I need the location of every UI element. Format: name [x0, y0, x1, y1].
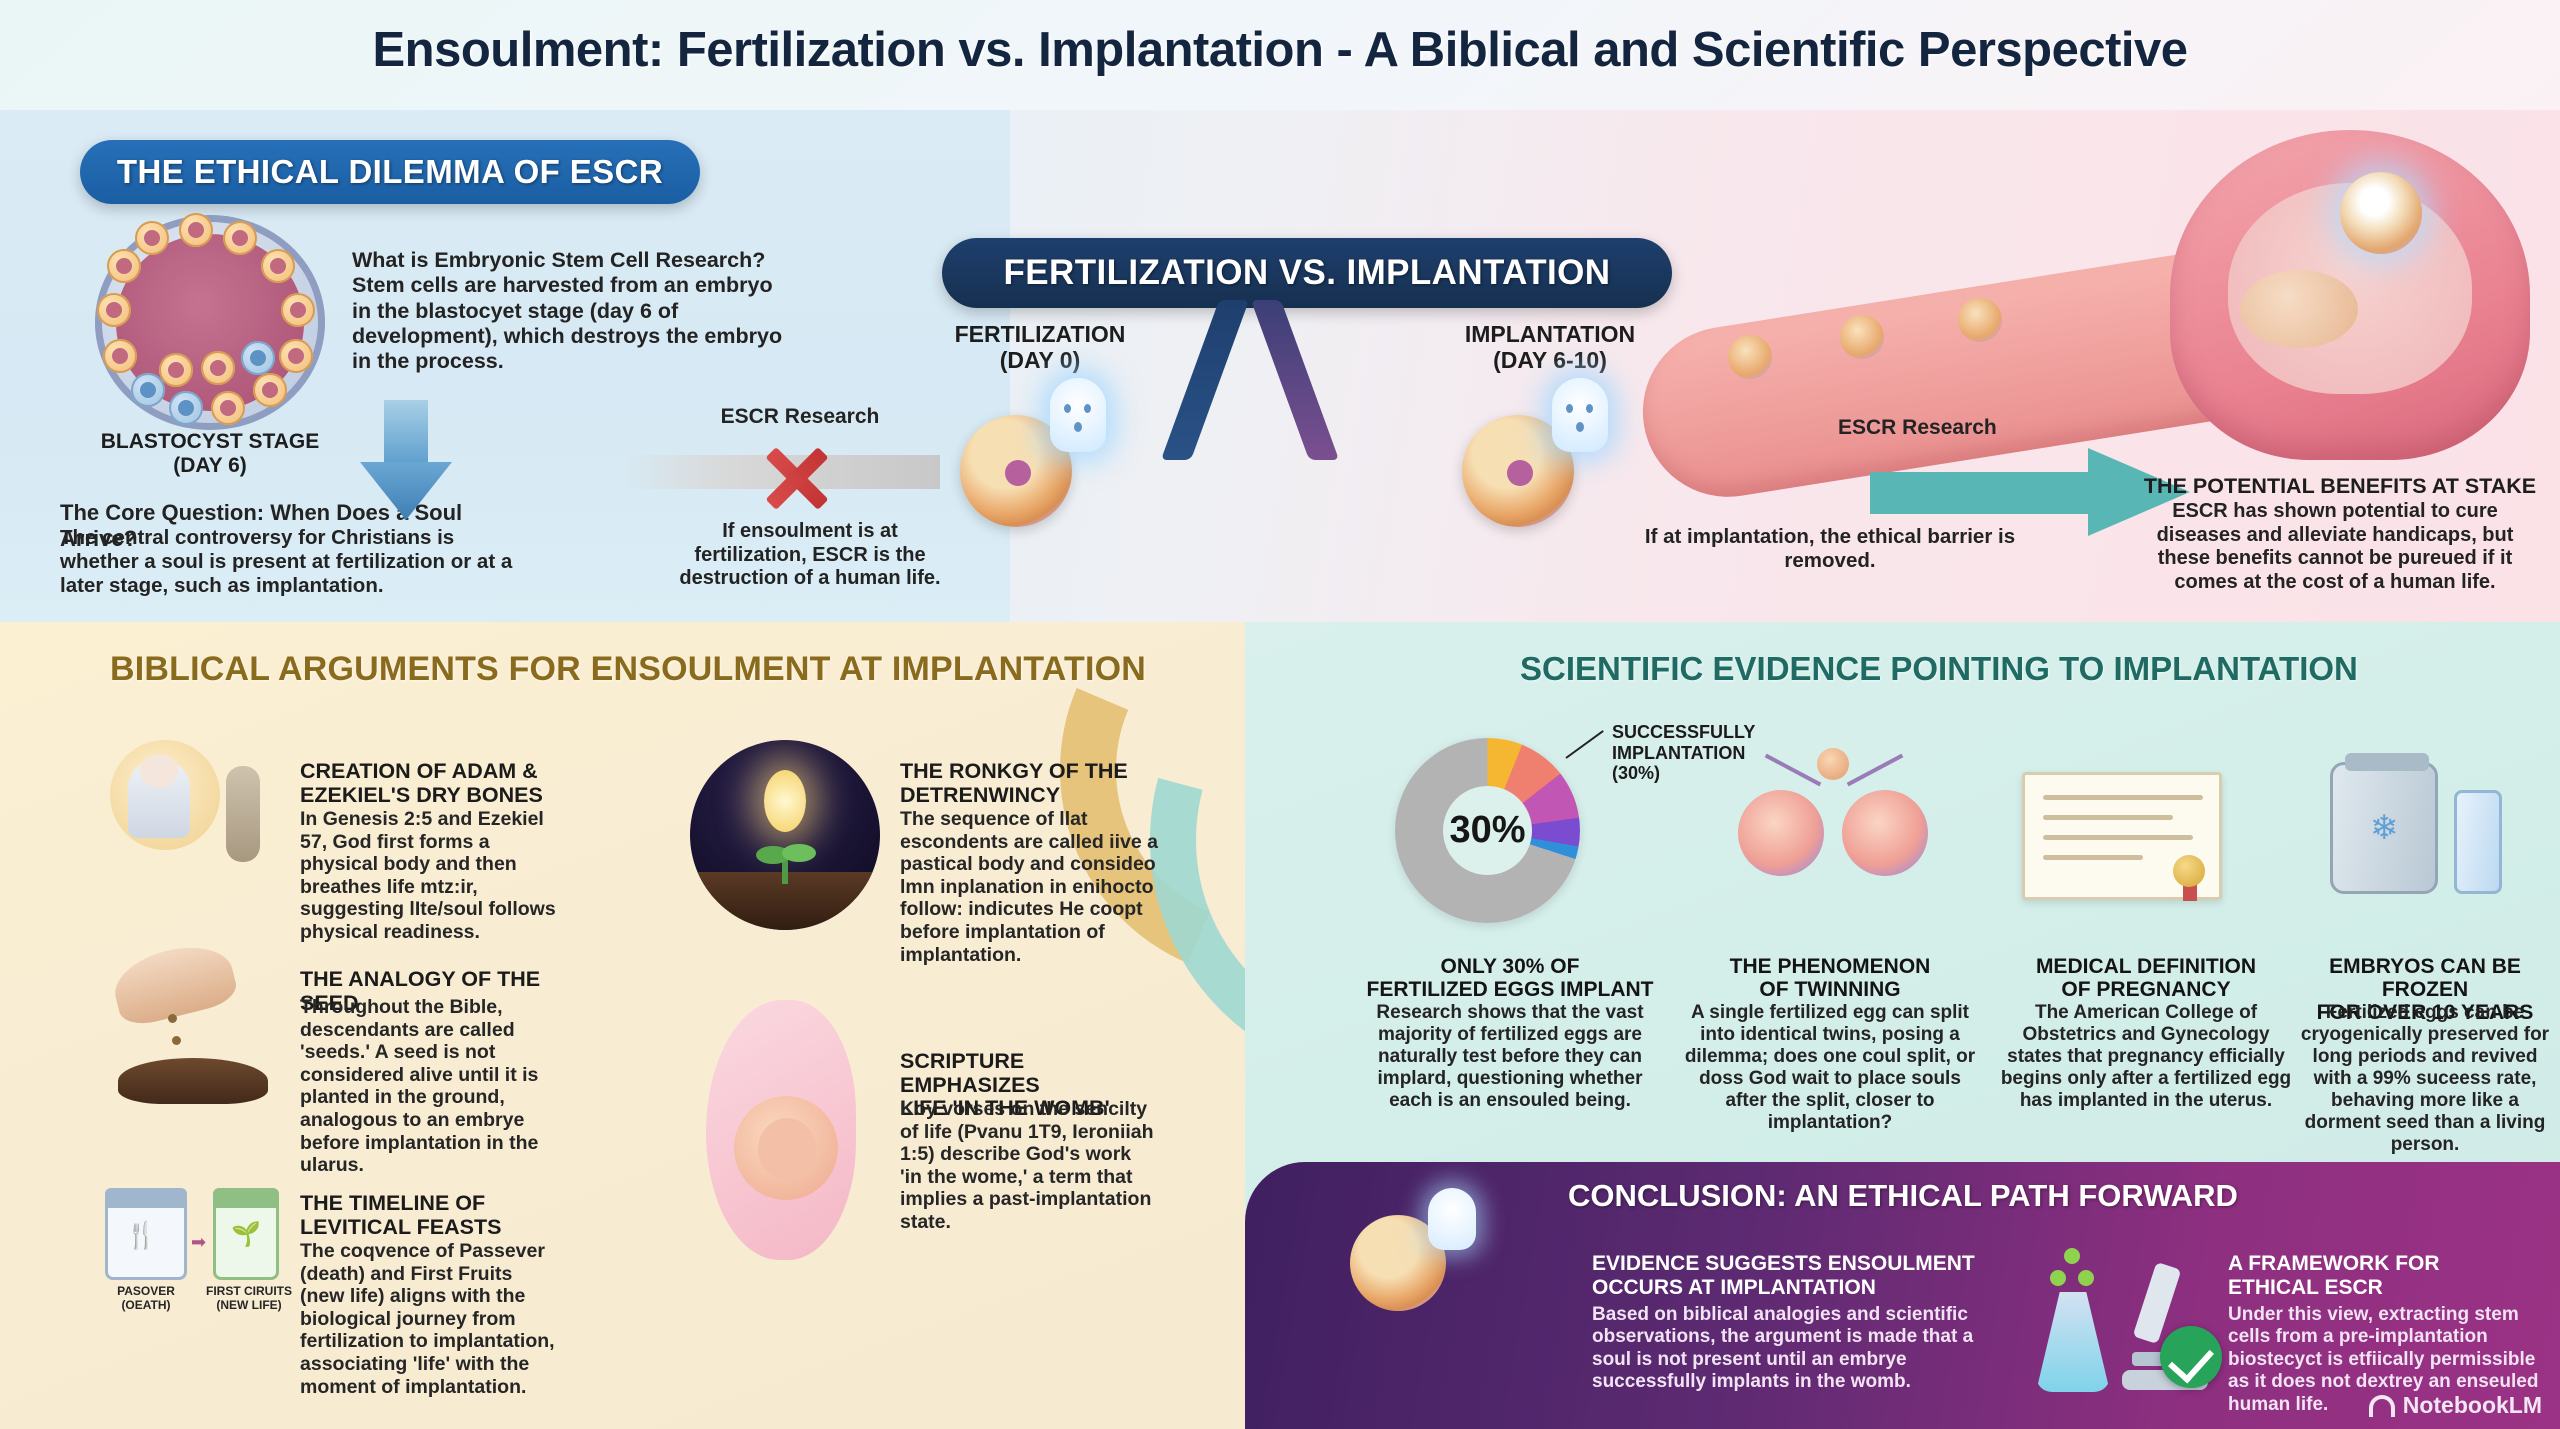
science-section-title: SCIENTIFIC EVIDENCE POINTING TO IMPLANTA… — [1520, 650, 2358, 687]
biblical-item-body-4: Koy vorses on the sencilty of life (Pvan… — [900, 1098, 1154, 1234]
biblical-item-body-0: In Genesis 2:5 and Ezekiel 57, God first… — [300, 808, 556, 944]
blastocyst-stage-label: BLASTOCYST STAGE (DAY 6) — [100, 430, 320, 477]
soul-ghost-icon-fertilization — [1050, 378, 1106, 452]
embryo-stage-icon-3 — [1958, 298, 2002, 342]
benefits-title: THE POTENTIAL BENEFITS AT STAKE — [2143, 474, 2537, 498]
conclusion-title: CONCLUSION: AN ETHICAL PATH FORWARD — [1568, 1178, 2238, 1213]
fertilization-vs-implantation-banner: FERTILIZATION VS. IMPLANTATION — [942, 238, 1672, 308]
embryo-stage-icon-2 — [1840, 315, 1884, 359]
biblical-section-title: BIBLICAL ARGUMENTS FOR ENSOULMENT AT IMP… — [110, 650, 1147, 688]
escr-path-arrow-right — [1870, 448, 2190, 536]
pregnant-womb-icon — [680, 1000, 890, 1280]
donut-legend-label: SUCCESSFULLY IMPLANTATION (30%) — [1612, 722, 1756, 784]
core-question-title: The Core Question: When Does a Soul Arri… — [60, 500, 463, 551]
levitical-feasts-calendar-icon: 🍴 ➡ 🌱 — [105, 1180, 280, 1315]
biblical-item-head-1: THE ANALOGY OF THE SEED — [300, 967, 541, 1015]
flask-icon — [2036, 1292, 2110, 1392]
ovary-icon — [2240, 270, 2358, 348]
medical-certificate-icon — [2022, 772, 2222, 901]
cryo-tank-icon: ❄ — [2330, 753, 2520, 902]
firstfruits-label: FIRST CIRUITS (NEW LIFE) — [206, 1284, 292, 1312]
conclusion-left-head: EVIDENCE SUGGESTS ENSOULMENT OCCURS AT I… — [1592, 1252, 1975, 1299]
biblical-item-head-4: SCRIPTURE EMPHASIZES LIFE 'IN THE WOMB' — [900, 1049, 1110, 1121]
conclusion-soul-icon — [1428, 1188, 1476, 1250]
creation-of-adam-icon — [110, 740, 270, 890]
conclusion-right-head: A FRAMEWORK FOR ETHICAL ESCR — [2228, 1252, 2440, 1299]
blocked-x-icon — [760, 440, 834, 514]
benefits-body: ESCR has shown potential to cure disease… — [2156, 500, 2514, 593]
science-card-head-3: EMBRYOS CAN BE FROZEN FOR OVER 10 YEARS — [2316, 955, 2534, 1025]
seedling-light-icon — [690, 740, 880, 930]
watermark-label: NotebookLM — [2402, 1392, 2542, 1418]
molecule-icon — [2050, 1248, 2094, 1288]
biblical-item-head-0: CREATION OF ADAM & EZEKIEL'S DRY BONES — [300, 759, 543, 807]
page-title: Ensoulment: Fertilization vs. Implantati… — [372, 23, 2188, 77]
fertilization-ethics-caption: If ensoulment is at fertilization, ESCR … — [679, 520, 941, 590]
blastocyst-illustration — [95, 213, 325, 430]
escr-definition-text: What is Embryonic Stem Cell Research? St… — [352, 248, 783, 374]
science-card-body-2: The American College of Obstetrics and G… — [2000, 1002, 2292, 1112]
biblical-item-head-2: THE TIMELINE OF LEVITICAL FEASTS — [300, 1191, 502, 1239]
biblical-item-body-1: Throughout the Bible, descendants are ca… — [300, 996, 539, 1177]
escr-dilemma-banner: THE ETHICAL DILEMMA OF ESCR — [80, 140, 700, 204]
twinning-icon — [1738, 748, 1928, 878]
biblical-item-body-3: The sequence of llat escondents are call… — [900, 808, 1158, 966]
implantation-ethics-caption: If at implantation, the ethical barrier … — [1644, 525, 2016, 573]
biblical-item-body-2: The coqvence of Passever (death) and Fir… — [300, 1240, 555, 1398]
notebooklm-logo-icon — [2368, 1394, 2395, 1417]
fertilized-egg-icon — [960, 415, 1072, 527]
core-question-body: The central controversy for Christians i… — [60, 526, 513, 598]
seed-in-hand-icon — [107, 936, 280, 1110]
conclusion-left-body: Based on biblical analogies and scientif… — [1592, 1304, 1974, 1393]
soul-ghost-icon-implantation — [1552, 378, 1608, 452]
science-card-head-0: ONLY 30% OF FERTILIZED EGGS IMPLANT — [1366, 955, 1654, 1002]
escr-research-label-left: ESCR Research — [720, 405, 880, 428]
escr-research-label-right: ESCR Research — [1838, 416, 1997, 439]
passover-label: PASOVER (OEATH) — [117, 1284, 175, 1312]
science-card-head-1: THE PHENOMENON OF TWINNING — [1729, 955, 1931, 1002]
fertilization-day-label: FERTILIZATION (DAY 0) — [954, 321, 1126, 373]
science-card-head-2: MEDICAL DEFINITION OF PREGNANCY — [2035, 955, 2257, 1002]
uterus-anatomy-illustration — [1630, 120, 2540, 540]
biblical-item-head-3: THE RONKGY OF THE DETRENWINCY — [900, 759, 1128, 807]
implantation-day-label: IMPLANTATION (DAY 6-10) — [1464, 321, 1636, 373]
science-card-body-0: Research shows that the vast majority of… — [1376, 1002, 1644, 1112]
implantation-rate-donut-chart: 30% — [1395, 738, 1580, 923]
implantation-site-icon — [2340, 172, 2422, 254]
science-card-body-1: A single fertilized egg can split into i… — [1684, 1002, 1976, 1134]
down-arrow-icon — [360, 400, 452, 520]
biblical-arguments-panel — [0, 622, 1245, 1429]
conclusion-right-body: Under this view, extracting stem cells f… — [2228, 1304, 2539, 1415]
notebooklm-watermark: NotebookLM — [2368, 1392, 2542, 1419]
check-circle-icon — [2160, 1326, 2222, 1388]
donut-center-value: 30% — [1443, 786, 1532, 875]
embryo-stage-icon-1 — [1728, 335, 1772, 379]
science-card-body-3: Fertilized eggs can be cryogenically pre… — [2300, 1002, 2550, 1156]
